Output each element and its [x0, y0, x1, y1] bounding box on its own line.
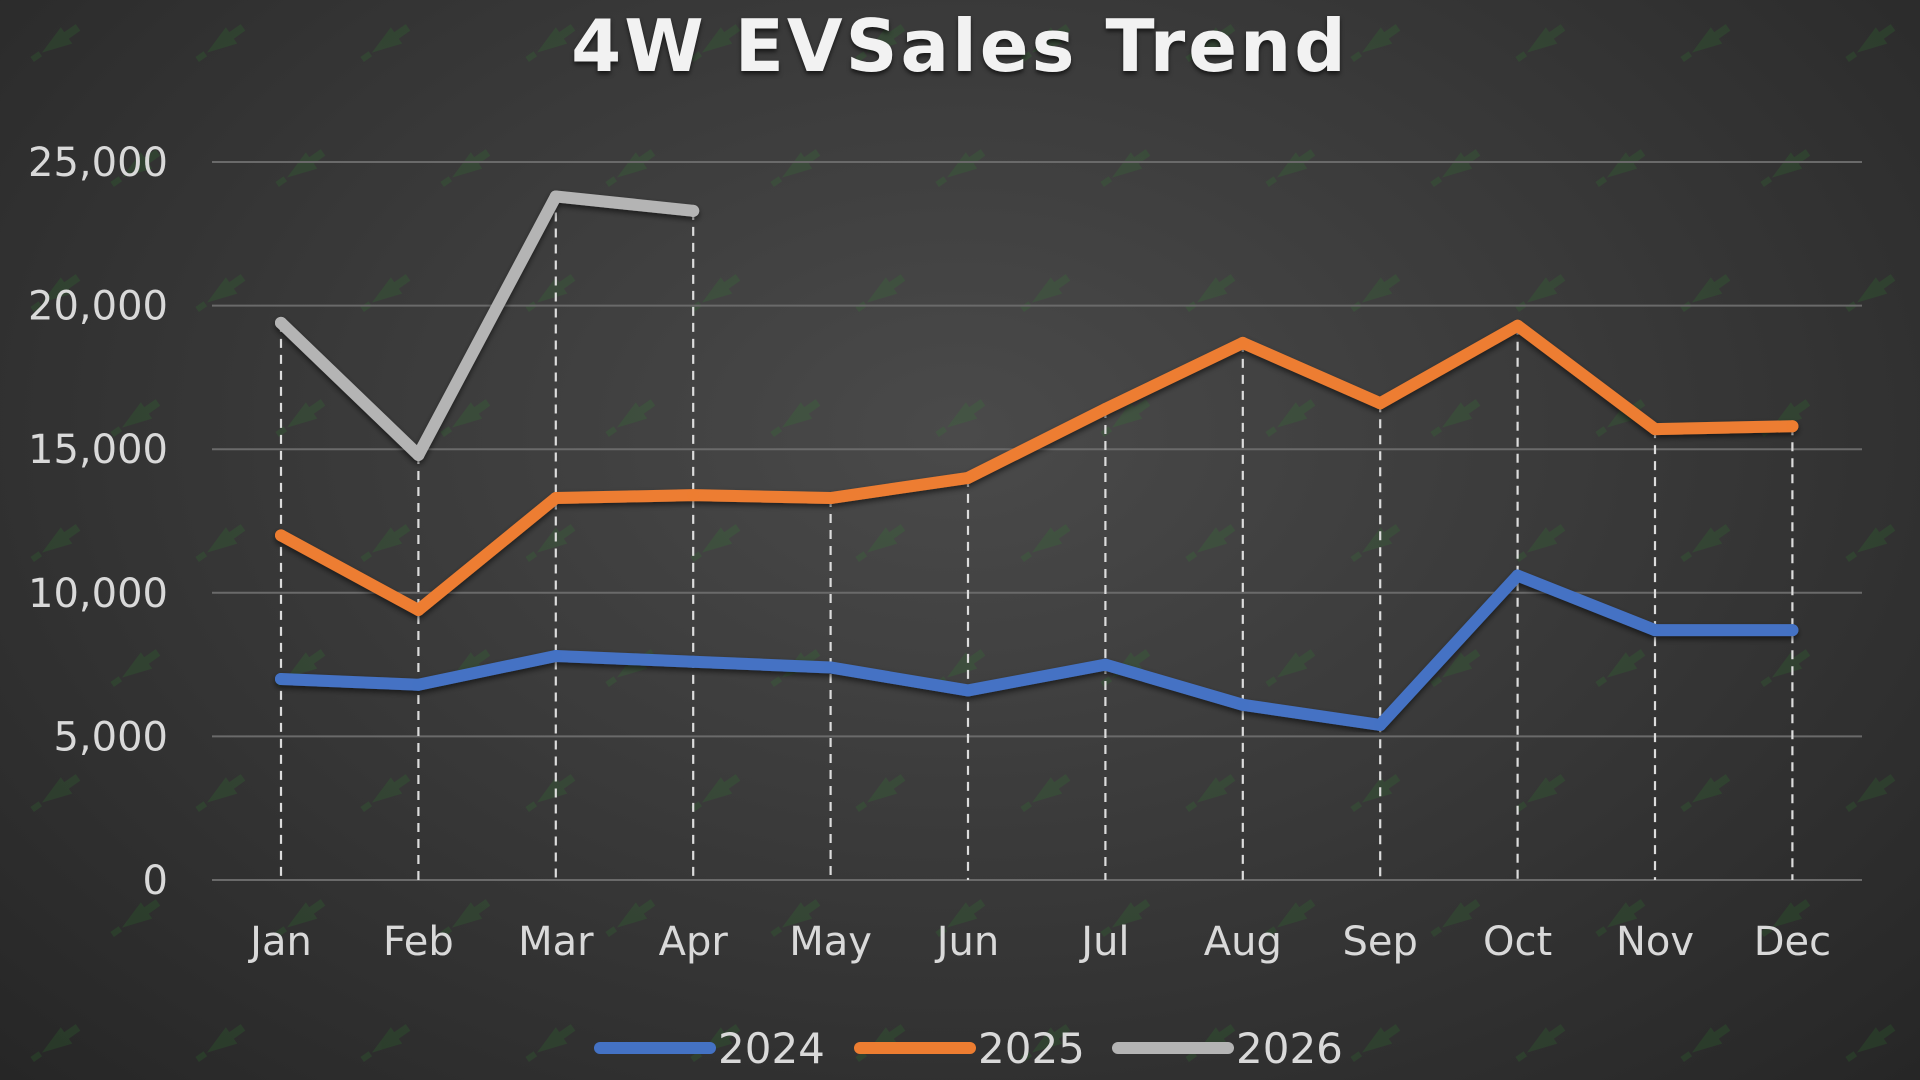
data-point-2024: [1374, 718, 1387, 731]
drop-lines: [279, 196, 1794, 880]
data-point-2024: [1786, 624, 1799, 637]
data-point-2024: [549, 649, 562, 662]
data-point-2025: [275, 529, 287, 542]
legend: 2024 2025 2026: [594, 1024, 1343, 1073]
x-tick-label: Jul: [1078, 919, 1129, 965]
data-point-2025: [1236, 336, 1249, 349]
data-point-2026: [549, 190, 562, 203]
data-point-2025: [412, 604, 425, 617]
gridlines: [212, 161, 1862, 881]
legend-item-2024: 2024: [594, 1024, 825, 1073]
y-tick-label: 0: [143, 858, 168, 904]
x-tick-label: Apr: [659, 919, 729, 965]
data-point-2024: [687, 655, 700, 668]
data-point-2025: [1649, 423, 1661, 436]
legend-label: 2026: [1236, 1024, 1343, 1073]
series-line-2024: [275, 569, 1799, 731]
data-point-2026: [687, 204, 700, 217]
data-point-2025: [1786, 420, 1799, 433]
series-layer: [275, 190, 1799, 731]
data-point-2024: [1649, 624, 1661, 637]
data-point-2025: [687, 489, 700, 502]
x-tick-label: Oct: [1483, 919, 1552, 965]
y-tick-label: 25,000: [28, 140, 168, 186]
y-tick-label: 15,000: [28, 427, 168, 473]
legend-item-2026: 2026: [1112, 1024, 1343, 1073]
legend-item-2025: 2025: [854, 1024, 1085, 1073]
legend-label: 2024: [718, 1024, 825, 1073]
x-tick-label: Dec: [1754, 919, 1831, 965]
x-tick-label: Nov: [1616, 919, 1694, 965]
data-point-2025: [1374, 397, 1387, 410]
x-tick-label: Aug: [1204, 919, 1282, 965]
x-tick-label: May: [789, 919, 872, 965]
data-point-2025: [549, 492, 562, 505]
series-line-2025: [275, 319, 1799, 617]
legend-label: 2025: [978, 1024, 1085, 1073]
data-point-2025: [962, 471, 974, 484]
chart-title: 4W EVSales Trend: [571, 4, 1349, 88]
data-point-2026: [412, 448, 425, 461]
x-tick-label: Feb: [383, 919, 454, 965]
x-tick-label: Jun: [934, 919, 1000, 965]
data-point-2024: [824, 661, 837, 674]
data-point-2024: [1511, 569, 1524, 582]
y-tick-label: 20,000: [28, 284, 168, 330]
x-axis: Jan Feb Mar Apr May Jun Jul Aug Sep Oct Nov Dec: [247, 919, 1831, 965]
data-point-2024: [1099, 658, 1112, 671]
data-point-2025: [1099, 402, 1112, 415]
data-point-2024: [412, 678, 425, 691]
x-tick-label: Jan: [247, 919, 312, 965]
data-point-2024: [1236, 698, 1249, 711]
data-point-2025: [1511, 319, 1524, 332]
y-tick-label: 5,000: [53, 714, 168, 760]
y-axis: 0 5,000 10,000 15,000 20,000 25,000: [28, 140, 168, 904]
y-tick-label: 10,000: [28, 571, 168, 617]
data-point-2024: [275, 672, 287, 685]
series-line-2026: [275, 190, 700, 461]
data-point-2025: [824, 492, 837, 505]
x-tick-label: Mar: [518, 919, 594, 965]
data-point-2026: [275, 316, 287, 329]
data-point-2024: [962, 684, 974, 697]
x-tick-label: Sep: [1343, 919, 1418, 965]
